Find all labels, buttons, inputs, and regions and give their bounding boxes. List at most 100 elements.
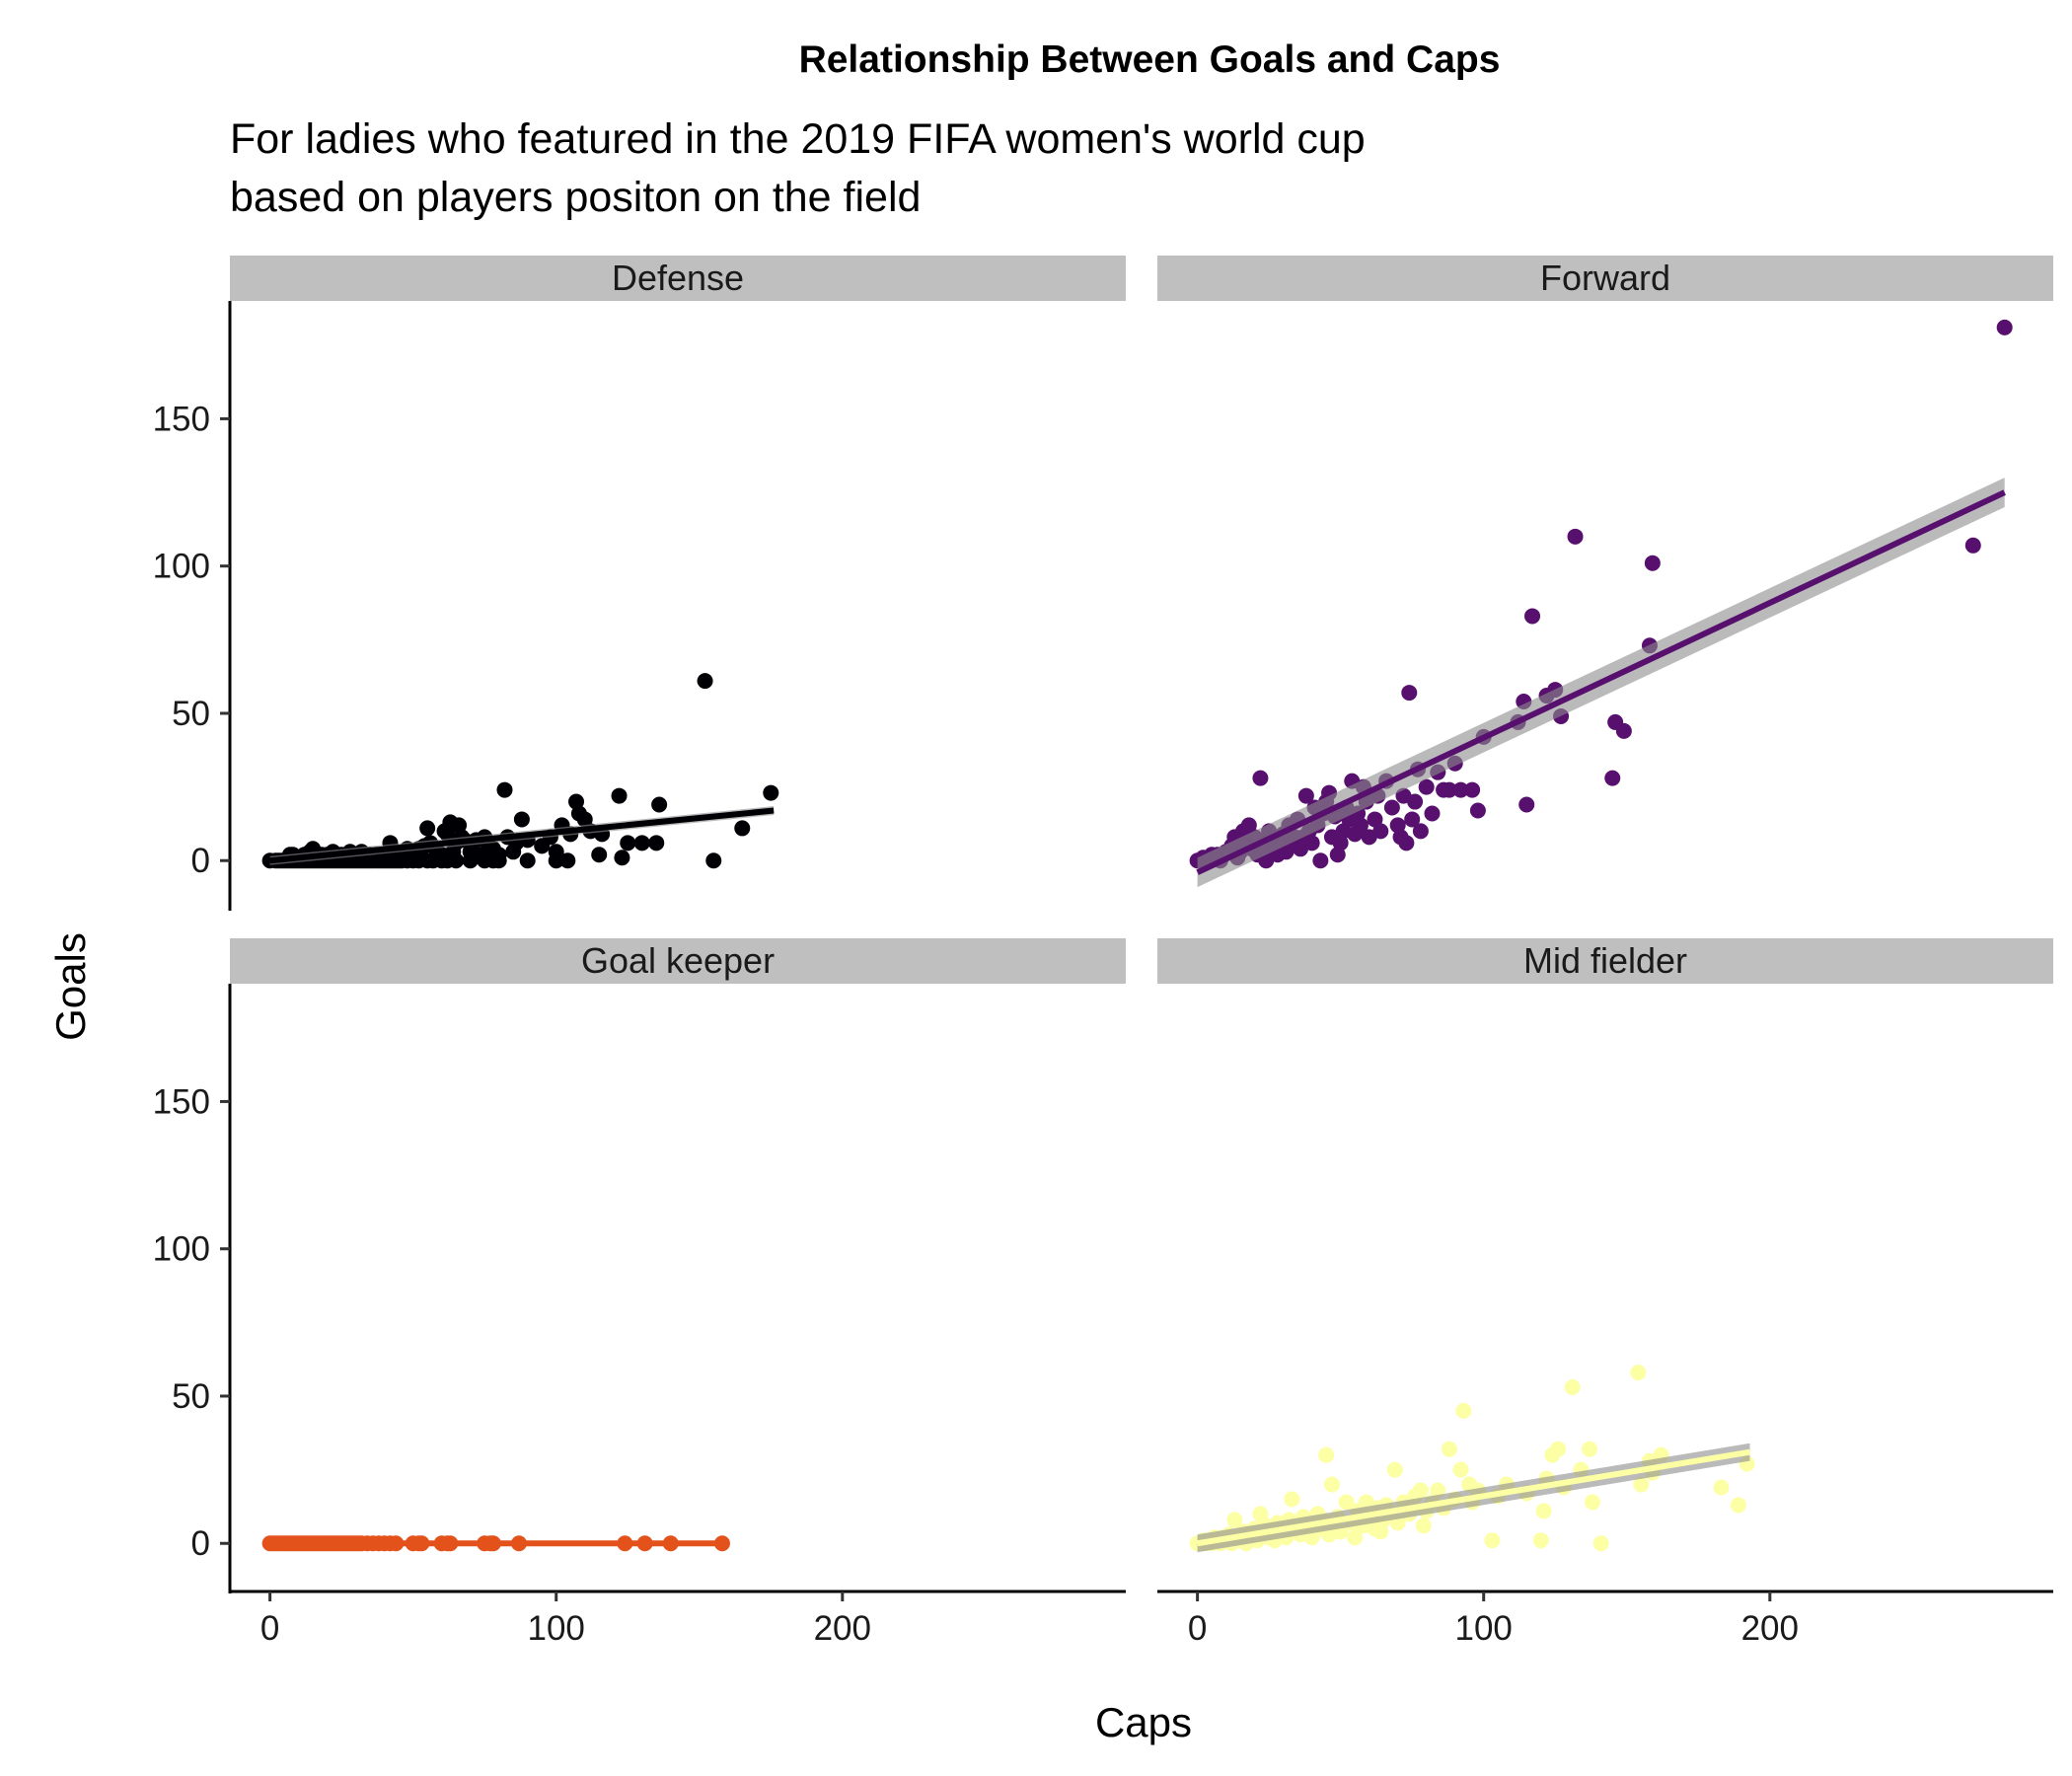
y-tick-label-100-goal-keeper: 100 bbox=[153, 1230, 210, 1269]
point-forward-66 bbox=[1404, 811, 1421, 828]
strip-label-forward: Forward bbox=[1540, 258, 1670, 298]
point-mid-fielder-97 bbox=[1592, 1535, 1609, 1552]
point-mid-fielder-45 bbox=[1318, 1446, 1335, 1463]
point-forward-83 bbox=[1524, 608, 1541, 625]
point-mid-fielder-103 bbox=[1713, 1479, 1730, 1496]
y-tick-label-0-defense: 0 bbox=[191, 842, 210, 880]
point-defense-122 bbox=[620, 835, 636, 851]
y-tick-label-0-goal-keeper: 0 bbox=[191, 1524, 210, 1563]
y-tick-label-50-defense: 50 bbox=[172, 695, 210, 733]
point-forward-13 bbox=[1240, 817, 1257, 834]
x-tick-label-0-mid-fielder: 0 bbox=[1188, 1609, 1207, 1648]
point-forward-35 bbox=[1303, 835, 1320, 851]
point-forward-64 bbox=[1398, 835, 1415, 851]
y-tick-label-150-defense: 150 bbox=[153, 400, 210, 438]
x-tick-label-100-goal-keeper: 100 bbox=[528, 1609, 585, 1648]
point-mid-fielder-33 bbox=[1284, 1491, 1300, 1508]
point-defense-124 bbox=[648, 835, 665, 851]
strip-defense bbox=[230, 256, 1126, 301]
point-defense-123 bbox=[633, 835, 650, 851]
point-defense-125 bbox=[651, 796, 668, 813]
point-defense-121 bbox=[614, 850, 630, 866]
strip-forward bbox=[1157, 256, 2053, 301]
point-mid-fielder-76 bbox=[1441, 1441, 1457, 1457]
point-forward-78 bbox=[1469, 802, 1486, 819]
panel-goal-keeper: Goal keeper 0 50 100 150 0 100 200 bbox=[153, 938, 1126, 1648]
point-forward-93 bbox=[1964, 537, 1981, 554]
x-tick-label-200-goal-keeper: 200 bbox=[814, 1609, 871, 1648]
point-forward-92 bbox=[1644, 555, 1661, 571]
point-mid-fielder-47 bbox=[1323, 1476, 1340, 1493]
panel-mid-fielder: Mid fielder 0 100 200 bbox=[1157, 938, 2053, 1648]
point-mid-fielder-91 bbox=[1550, 1441, 1567, 1457]
point-forward-82 bbox=[1518, 796, 1535, 813]
x-tick-label-0-goal-keeper: 0 bbox=[260, 1609, 279, 1648]
point-forward-69 bbox=[1412, 823, 1429, 840]
point-defense-84 bbox=[419, 820, 436, 837]
point-forward-61 bbox=[1389, 817, 1406, 834]
point-mid-fielder-87 bbox=[1532, 1532, 1549, 1549]
strip-label-goal-keeper: Goal keeper bbox=[581, 940, 775, 981]
chart-subtitle-line-1: For ladies who featured in the 2019 FIFA… bbox=[230, 115, 1366, 163]
point-defense-61 bbox=[705, 852, 722, 869]
point-defense-107 bbox=[513, 811, 530, 828]
point-forward-45 bbox=[1332, 835, 1349, 851]
point-forward-38 bbox=[1312, 852, 1329, 869]
regression-line-forward bbox=[1196, 489, 2006, 875]
point-mid-fielder-51 bbox=[1338, 1494, 1355, 1511]
point-mid-fielder-96 bbox=[1584, 1494, 1600, 1511]
point-forward-65 bbox=[1401, 685, 1418, 702]
point-forward-67 bbox=[1407, 793, 1424, 810]
y-axis-title: Goals bbox=[47, 932, 94, 1041]
strip-mid-fielder bbox=[1157, 938, 2053, 984]
point-defense-118 bbox=[591, 847, 608, 863]
regression-line-mid-fielder bbox=[1197, 1448, 1750, 1547]
y-tick-label-150-goal-keeper: 150 bbox=[153, 1082, 210, 1121]
point-defense-58 bbox=[519, 852, 536, 869]
point-mid-fielder-13 bbox=[1226, 1512, 1243, 1528]
point-mid-fielder-78 bbox=[1452, 1461, 1469, 1478]
point-forward-44 bbox=[1329, 847, 1346, 863]
strip-label-defense: Defense bbox=[612, 258, 744, 298]
point-defense-114 bbox=[568, 793, 585, 810]
point-forward-74 bbox=[1441, 781, 1457, 798]
point-mid-fielder-95 bbox=[1582, 1441, 1598, 1457]
point-forward-90 bbox=[1615, 722, 1632, 739]
point-mid-fielder-70 bbox=[1412, 1482, 1429, 1499]
point-forward-71 bbox=[1424, 805, 1441, 822]
point-forward-88 bbox=[1604, 770, 1621, 786]
point-mid-fielder-104 bbox=[1730, 1497, 1746, 1514]
x-axis-title: Caps bbox=[1095, 1699, 1192, 1745]
point-defense-116 bbox=[576, 811, 593, 828]
point-defense-98 bbox=[471, 847, 487, 863]
x-tick-label-200-mid-fielder: 200 bbox=[1741, 1609, 1799, 1648]
point-mid-fielder-93 bbox=[1564, 1379, 1581, 1396]
point-forward-77 bbox=[1464, 781, 1481, 798]
strip-goal-keeper bbox=[230, 938, 1126, 984]
panel-forward: Forward bbox=[1157, 256, 2053, 888]
point-mid-fielder-79 bbox=[1455, 1402, 1472, 1419]
point-mid-fielder-60 bbox=[1372, 1523, 1389, 1540]
point-defense-120 bbox=[611, 787, 628, 804]
point-forward-87 bbox=[1567, 528, 1584, 545]
point-mid-fielder-71 bbox=[1415, 1517, 1432, 1534]
point-defense-102 bbox=[490, 847, 507, 863]
x-tick-label-100-mid-fielder: 100 bbox=[1455, 1609, 1513, 1648]
chart-subtitle-line-2: based on players positon on the field bbox=[230, 174, 921, 221]
strip-label-mid-fielder: Mid fielder bbox=[1523, 940, 1687, 981]
y-tick-label-100-defense: 100 bbox=[153, 548, 210, 586]
point-forward-70 bbox=[1418, 778, 1435, 795]
point-defense-103 bbox=[496, 781, 513, 798]
point-forward-94 bbox=[1996, 319, 2013, 335]
point-forward-58 bbox=[1372, 823, 1389, 840]
point-mid-fielder-83 bbox=[1484, 1532, 1501, 1549]
point-defense-60 bbox=[559, 852, 576, 869]
point-mid-fielder-22 bbox=[1252, 1506, 1269, 1522]
point-mid-fielder-64 bbox=[1386, 1461, 1403, 1478]
point-forward-76 bbox=[1452, 781, 1469, 798]
point-mid-fielder-99 bbox=[1633, 1476, 1650, 1493]
point-mid-fielder-98 bbox=[1630, 1365, 1647, 1381]
y-tick-label-50-goal-keeper: 50 bbox=[172, 1377, 210, 1416]
panel-defense: Defense 0 50 100 150 bbox=[153, 256, 1126, 911]
